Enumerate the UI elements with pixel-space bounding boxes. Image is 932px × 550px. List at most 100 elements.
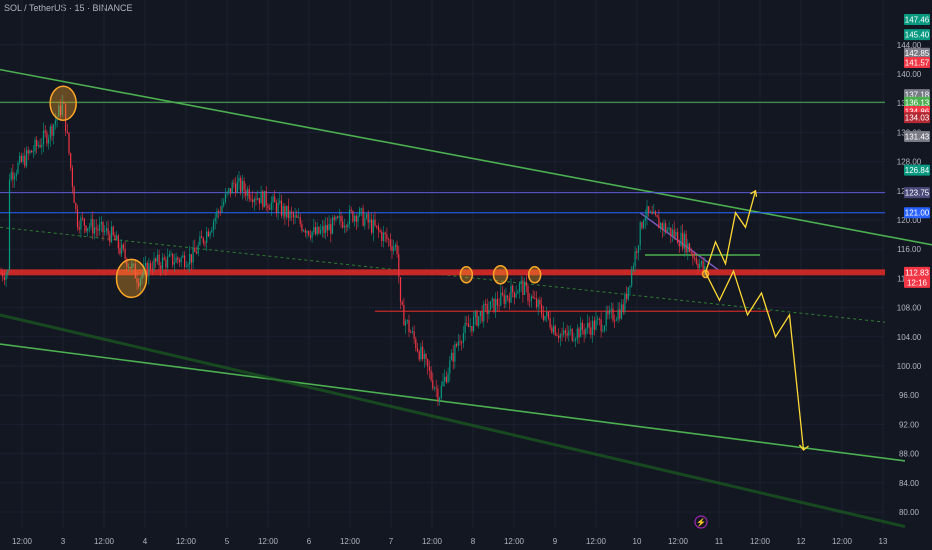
candle-body <box>265 191 267 206</box>
candle-body <box>590 327 592 335</box>
candle-body <box>559 334 561 339</box>
candle-body <box>105 228 107 231</box>
candle-body <box>364 218 366 226</box>
candle-body <box>263 191 266 208</box>
time-tick-label: 8 <box>471 537 476 546</box>
candle-body <box>292 213 294 218</box>
candle-body <box>488 309 490 315</box>
candle-body <box>440 385 442 398</box>
candle-body <box>593 320 595 330</box>
candle-body <box>286 205 288 217</box>
candle-body <box>610 308 612 311</box>
candle-body <box>639 222 641 246</box>
candle-body <box>304 230 306 233</box>
candle-body <box>44 130 46 133</box>
candle-body <box>155 258 157 262</box>
candle-body <box>583 329 585 335</box>
price-badge-label: 112.83 <box>905 268 929 277</box>
candle-body <box>575 338 577 341</box>
candle-body <box>631 269 633 286</box>
candle-body <box>377 225 379 231</box>
price-badge <box>904 96 930 108</box>
candle-body <box>362 208 364 226</box>
price-badge <box>904 187 930 199</box>
candle-body <box>5 274 7 280</box>
candle-body <box>651 211 653 214</box>
candle-body <box>226 191 228 194</box>
candle-body <box>415 338 417 349</box>
price-tick-label: 140.00 <box>897 70 922 79</box>
candle-body <box>515 293 517 298</box>
candle-body <box>100 221 102 225</box>
candle-body <box>224 193 226 202</box>
candle-body <box>622 304 624 313</box>
candle-body <box>433 387 436 389</box>
candle-body <box>27 150 29 154</box>
candle-body <box>340 216 342 222</box>
price-tick-label: 84.00 <box>899 479 920 488</box>
candle-body <box>12 172 14 180</box>
candle-body <box>275 202 277 213</box>
chart-title: SOL / TetherUS · 15 · BINANCE <box>4 3 133 13</box>
candle-body <box>110 226 113 242</box>
time-tick-label: 10 <box>633 537 642 546</box>
candle-body <box>381 232 383 242</box>
candle-body <box>568 330 570 336</box>
candle-body <box>643 220 645 228</box>
candle-body <box>382 232 385 242</box>
grid <box>0 0 885 528</box>
candle-body <box>561 334 563 336</box>
circle-marker <box>527 266 542 284</box>
candle-body <box>702 261 704 271</box>
candle-body <box>158 254 160 266</box>
candle-body <box>34 139 36 152</box>
candle-body <box>388 239 390 241</box>
price-badge-label: 123.75 <box>905 189 930 198</box>
candle-body <box>585 328 587 335</box>
candle-body <box>670 227 672 236</box>
time-axis: 12:00 3 12:00 4 12:00 5 12:00 6 12:00 7 12:00 8 12:0… <box>12 537 888 546</box>
lightning-event-icon <box>694 515 708 529</box>
candle-body <box>454 344 456 362</box>
price-tick-label: 116.00 <box>897 245 921 254</box>
price-badge-label: 142.85 <box>905 49 930 58</box>
candle-body <box>342 221 344 228</box>
candle-body <box>374 219 376 226</box>
candle-body <box>190 254 192 263</box>
candle-body <box>241 180 243 192</box>
price-badge-label: 121.00 <box>905 209 930 218</box>
candle-body <box>63 102 65 104</box>
candle-body <box>228 188 230 192</box>
candle-body <box>505 295 507 304</box>
candle-body <box>484 303 487 305</box>
candle-body <box>466 323 468 324</box>
candle-body <box>355 215 357 222</box>
candle-body <box>649 211 651 213</box>
candle-body <box>170 253 172 255</box>
candle-body <box>612 308 614 321</box>
candle-body <box>282 206 284 216</box>
candle-body <box>216 210 218 218</box>
candle-body <box>95 227 97 230</box>
candle-body <box>507 295 509 298</box>
candle-body <box>218 210 220 212</box>
candle-body <box>20 155 22 162</box>
candle-body <box>337 216 339 218</box>
candle-body <box>328 223 330 231</box>
candle-body <box>151 269 153 271</box>
price-badge <box>904 112 930 124</box>
candle-body <box>503 294 505 304</box>
candle-body <box>143 265 145 275</box>
candle-body <box>32 151 34 153</box>
candle-body <box>87 228 89 232</box>
time-tick-label: 5 <box>225 537 230 546</box>
candle-body <box>449 360 451 374</box>
candle-body <box>634 251 636 267</box>
candle-body <box>326 225 328 231</box>
candle-body <box>195 252 198 254</box>
candle-body <box>704 265 706 271</box>
candle-body <box>508 297 510 303</box>
candle-body <box>280 200 283 216</box>
candle-body <box>556 335 558 336</box>
